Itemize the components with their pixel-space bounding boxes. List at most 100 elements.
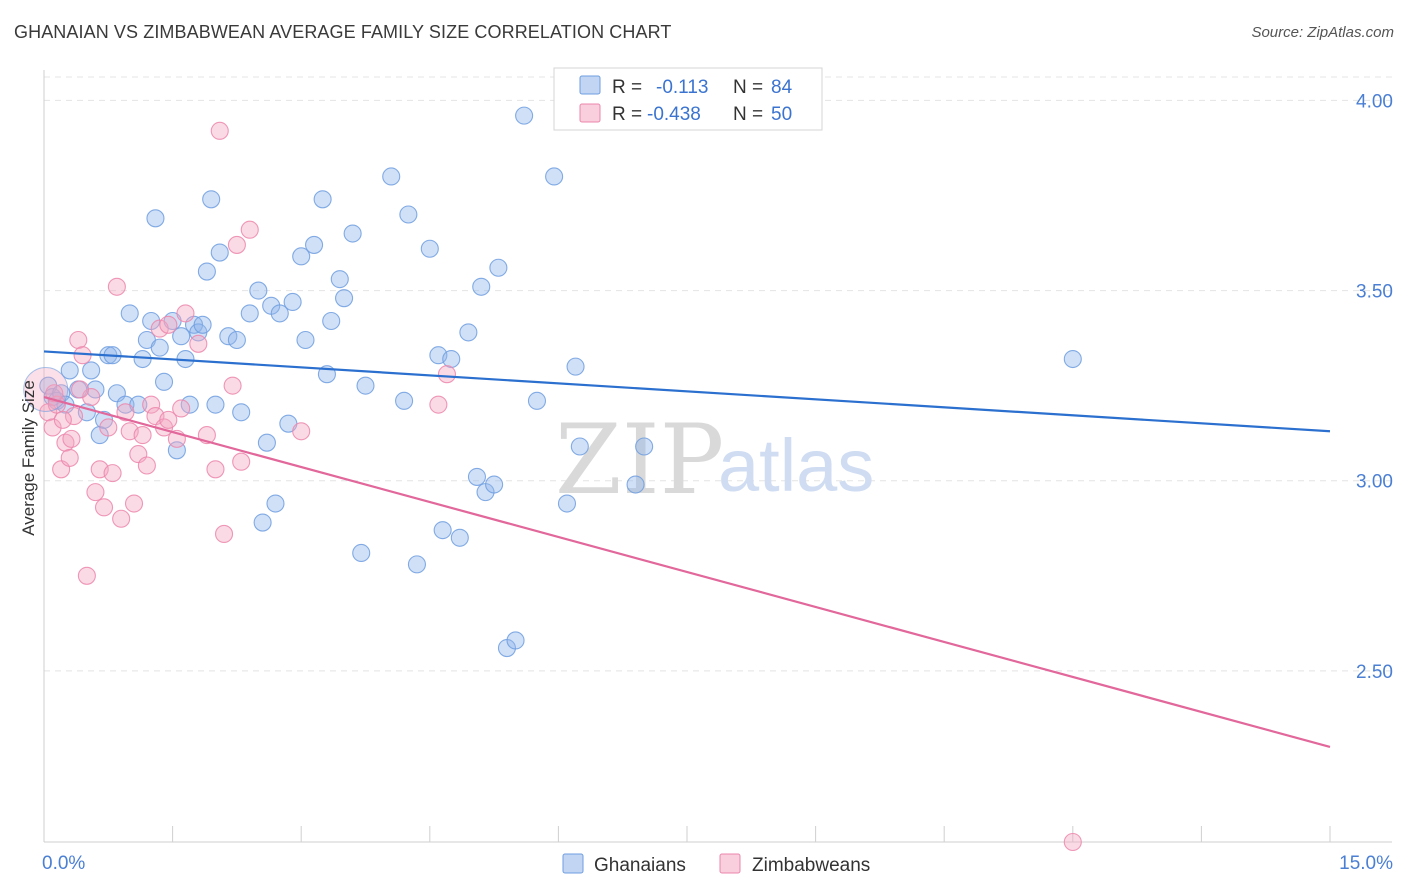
- legend-n-value-ghanaians: 84: [771, 77, 793, 98]
- zimbabwean-point: [94, 498, 114, 517]
- zimbabwean-point: [70, 380, 90, 399]
- ghanaian-point: [489, 258, 508, 277]
- ghanaian-point: [60, 361, 79, 380]
- zimbabwean-point: [176, 304, 195, 323]
- chart-source: Source: ZipAtlas.com: [1251, 24, 1394, 41]
- zimbabwean-point: [103, 464, 122, 483]
- ghanaian-point: [133, 349, 152, 369]
- ghanaian-point: [197, 262, 216, 281]
- ghanaian-point: [485, 475, 504, 494]
- zimbabwean-point: [64, 407, 84, 426]
- ghanaian-point: [193, 315, 212, 334]
- data-points: [23, 106, 1082, 852]
- zimbabwean-point: [45, 384, 64, 403]
- y-axis-label: Average Family Size: [19, 380, 38, 536]
- legend-n-value-zimbabweans: 50: [771, 104, 792, 125]
- zimbabwean-point: [69, 330, 88, 350]
- ghanaian-point: [180, 395, 199, 414]
- y-tick-label: 3.50: [1356, 282, 1393, 303]
- ghanaian-point: [407, 555, 426, 574]
- ghanaian-point: [305, 235, 324, 254]
- zimbabwean-point: [60, 448, 79, 467]
- zimbabwean-point: [77, 566, 96, 585]
- zimbabwean-point: [172, 399, 191, 418]
- zimbabwean-point: [116, 403, 135, 422]
- ghanaian-point: [257, 433, 276, 452]
- zimbabwean-point: [53, 410, 72, 429]
- zimbabwean-point: [429, 395, 448, 414]
- ghanaian-point: [459, 323, 478, 342]
- zimbabwean-point: [62, 429, 81, 448]
- ghanaian-point: [635, 437, 654, 456]
- ghanaian-point: [557, 494, 577, 513]
- zimbabwean-point: [133, 426, 152, 445]
- series-legend: Ghanaians Zimbabweans: [562, 853, 870, 876]
- ghanaian-point: [506, 631, 525, 650]
- ghanaian-point: [450, 528, 469, 547]
- grid-lines: [44, 76, 1392, 672]
- zimbabwean-point: [107, 277, 126, 296]
- ghanaian-point: [433, 521, 452, 540]
- zimbabwean-point: [43, 418, 62, 437]
- zimbabwean-point: [159, 410, 178, 429]
- watermark-atlas: atlas: [718, 424, 874, 507]
- ghanaian-point: [227, 330, 246, 350]
- y-tick-label: 4.00: [1356, 91, 1393, 112]
- ghanaian-point: [515, 106, 534, 125]
- ghanaian-point: [527, 391, 547, 410]
- ghanaian-point: [270, 304, 289, 323]
- ghanaian-point: [395, 391, 414, 410]
- ghanaian-point: [146, 209, 165, 228]
- zimbabwean-point: [214, 524, 234, 544]
- ghanaian-point: [352, 543, 371, 563]
- ghanaian-point: [566, 357, 585, 376]
- chart-title: GHANAIAN VS ZIMBABWEAN AVERAGE FAMILY SI…: [14, 22, 672, 42]
- ghanaian-point: [420, 239, 439, 258]
- ghanaian-point: [249, 281, 268, 300]
- ghanaian-point: [116, 395, 135, 414]
- ghanaian-point: [206, 395, 225, 414]
- zimbabwean-point: [292, 422, 311, 441]
- legend-r-label-ghanaians: R =: [612, 77, 642, 98]
- zimbabwean-point: [159, 315, 178, 334]
- zimbabwean-point: [223, 376, 242, 395]
- bottom-legend-label-ghanaians: Ghanaians: [594, 855, 686, 876]
- x-tick-label-max: 15.0%: [1339, 853, 1393, 874]
- ghanaian-point: [313, 190, 332, 209]
- ghanaian-point: [1063, 349, 1082, 369]
- watermark-zip: ZIP: [555, 404, 724, 516]
- bottom-legend-label-zimbabweans: Zimbabweans: [752, 855, 870, 876]
- ghanaian-point: [382, 167, 401, 186]
- ghanaian-point: [399, 205, 418, 224]
- zimbabwean-point: [206, 460, 225, 479]
- y-tick-label: 2.50: [1356, 662, 1393, 683]
- ghanaian-point: [296, 330, 315, 350]
- ghanaian-point: [150, 338, 169, 357]
- zimbabwean-trend-line: [43, 395, 1331, 748]
- ghanaian-trend-line: [43, 350, 1331, 433]
- zimbabwean-point: [189, 334, 208, 353]
- legend-n-label-ghanaians: N =: [733, 77, 763, 98]
- zimbabwean-point: [1063, 832, 1082, 852]
- zimbabwean-point: [437, 365, 456, 384]
- watermark: ZIP atlas: [555, 404, 874, 516]
- ghanaian-point: [335, 289, 354, 308]
- zimbabwean-point: [232, 452, 251, 471]
- ghanaian-point: [467, 467, 487, 486]
- zimbabwean-point: [124, 494, 144, 513]
- ghanaian-point: [172, 327, 191, 346]
- correlation-legend: R = -0.113 N = 84 R = -0.438 N = 50: [553, 67, 823, 131]
- zimbabwean-point: [86, 483, 105, 502]
- zimbabwean-point: [142, 395, 161, 414]
- bottom-legend-swatch-ghanaians: [562, 853, 584, 874]
- axes: [43, 70, 1392, 843]
- bottom-legend-swatch-zimbabweans: [719, 853, 741, 874]
- ghanaian-point: [202, 190, 221, 209]
- ghanaian-point: [232, 403, 251, 422]
- ghanaian-point: [266, 494, 285, 513]
- ghanaian-point: [330, 270, 349, 289]
- ghanaian-point: [219, 327, 238, 346]
- x-tick-label-min: 0.0%: [42, 853, 85, 874]
- ghanaian-point: [570, 437, 589, 456]
